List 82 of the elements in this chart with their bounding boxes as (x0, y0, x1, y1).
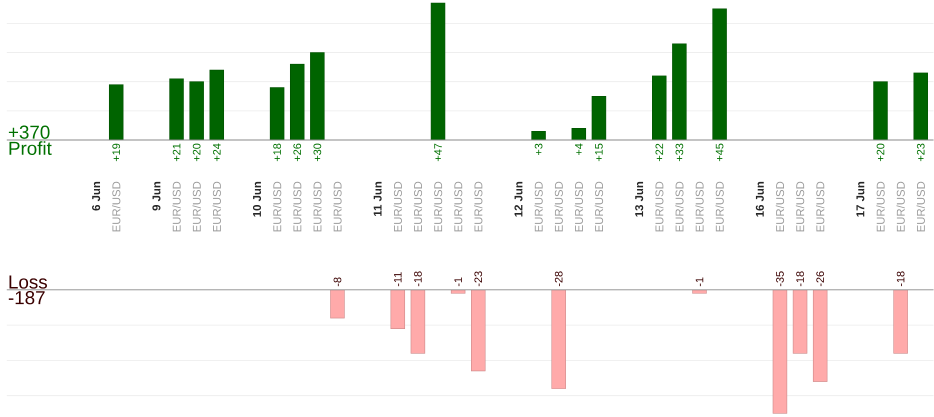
x-tick-label: EUR/USD (212, 182, 221, 232)
data-label: -23 (474, 272, 482, 286)
bar (189, 81, 204, 140)
x-tick-label: EUR/USD (172, 182, 181, 232)
x-tick-label: EUR/USD (313, 182, 322, 232)
bar (169, 78, 184, 140)
x-tick-label: 10 Jun (252, 182, 262, 217)
data-label: -11 (394, 272, 402, 286)
bar (290, 64, 304, 140)
data-label: -18 (414, 272, 422, 286)
data-label: +30 (314, 144, 322, 162)
bar (913, 72, 928, 140)
y-axis-title: Profit (10, 141, 52, 156)
bar (270, 87, 284, 140)
x-tick-label: 17 Jun (856, 182, 864, 217)
bar (672, 44, 687, 140)
data-label: -18 (796, 272, 804, 286)
data-label: +20 (192, 144, 201, 162)
x-tick-label: 12 Jun (514, 182, 522, 217)
x-tick-label: 6 Jun (92, 182, 100, 211)
data-label: +33 (676, 144, 684, 162)
x-tick-label: 9 Jun (152, 182, 160, 211)
data-label: +3 (534, 144, 542, 156)
x-tick-label: EUR/USD (715, 182, 724, 232)
bar (712, 8, 727, 140)
data-label: -1 (696, 278, 704, 286)
bar (592, 96, 606, 140)
data-label: +19 (112, 144, 120, 162)
bar (108, 84, 124, 140)
text: +370 (8, 126, 50, 139)
data-label: -18 (896, 272, 904, 286)
x-tick-label: EUR/USD (675, 182, 684, 232)
bar (210, 70, 224, 140)
bar (652, 76, 667, 140)
data-label: +22 (655, 144, 664, 162)
x-tick-label: 11 Jun (374, 182, 382, 216)
x-tick-label: EUR/USD (192, 182, 201, 232)
x-tick-label: EUR/USD (876, 182, 885, 232)
bar (531, 131, 546, 140)
x-tick-label: EUR/USD (554, 182, 563, 232)
x-tick-label: EUR/USD (776, 182, 784, 232)
x-tick-label: EUR/USD (112, 182, 120, 232)
data-label: +18 (273, 144, 281, 162)
data-label: -28 (554, 272, 563, 286)
data-label: +21 (172, 144, 180, 162)
x-tick-label: EUR/USD (293, 182, 302, 232)
data-label: +26 (293, 144, 302, 162)
bar (873, 81, 888, 140)
x-tick-label: EUR/USD (655, 182, 664, 232)
data-label: +24 (212, 144, 221, 162)
x-tick-label: EUR/USD (896, 182, 905, 232)
bar (572, 128, 586, 140)
x-tick-label: EUR/USD (695, 182, 704, 232)
x-tick-label: EUR/USD (574, 182, 583, 232)
data-label: -1 (454, 278, 462, 286)
bar (430, 2, 446, 140)
x-tick-label: EUR/USD (474, 182, 482, 232)
x-tick-label: EUR/USD (454, 182, 462, 232)
x-tick-label: 13 Jun (635, 182, 644, 217)
x-tick-label: EUR/USD (434, 182, 442, 232)
data-label: +23 (916, 144, 925, 162)
x-tick-label: EUR/USD (272, 182, 282, 232)
data-label: -35 (776, 271, 784, 286)
x-tick-label: EUR/USD (796, 182, 804, 232)
text: -187 (8, 291, 45, 304)
x-tick-label: EUR/USD (394, 182, 402, 232)
data-label: +4 (575, 144, 583, 156)
x-tick-label: EUR/USD (414, 182, 422, 232)
data-label: +45 (716, 144, 724, 162)
data-label: -8 (334, 278, 342, 286)
bar (310, 52, 325, 140)
x-tick-label: EUR/USD (816, 182, 824, 232)
x-tick-label: EUR/USD (916, 182, 925, 232)
x-tick-label: 16 Jun (756, 182, 764, 217)
data-label: +20 (876, 144, 884, 162)
data-label: +15 (595, 144, 603, 162)
x-tick-label: EUR/USD (594, 182, 604, 232)
y-axis-title: Loss (10, 276, 47, 289)
x-tick-label: EUR/USD (534, 182, 543, 232)
data-label: +47 (434, 144, 442, 162)
data-label: -26 (816, 272, 824, 286)
x-tick-label: EUR/USD (333, 182, 342, 232)
